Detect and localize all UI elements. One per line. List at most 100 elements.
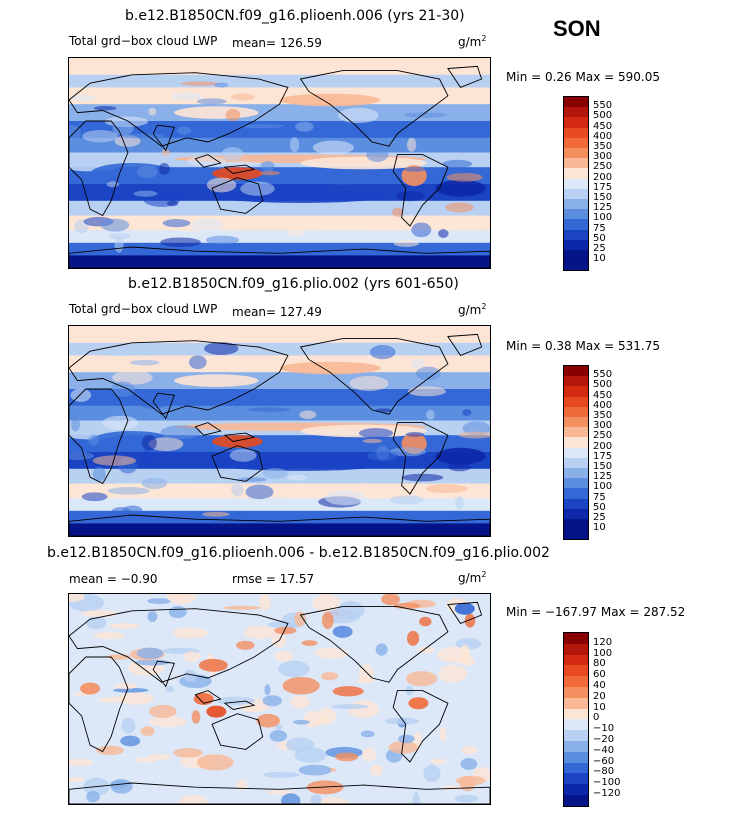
- colorbar-swatch: [564, 508, 588, 519]
- colorbar-swatch: [564, 468, 588, 479]
- map-band: [69, 104, 490, 122]
- colorbar-swatch: [564, 199, 588, 210]
- colorbar-tick-label: 25: [593, 243, 606, 254]
- colorbar-swatch: [564, 676, 588, 687]
- colorbar-tick-label: 20: [593, 690, 606, 702]
- colorbar-swatch: [564, 219, 588, 230]
- colorbar-swatch: [564, 437, 588, 448]
- colorbar-tick-label: 100: [593, 481, 613, 493]
- colorbar-swatch: [564, 137, 588, 148]
- panel-2-map: [68, 325, 491, 537]
- panel-3-rmse: rmse = 17.57: [232, 572, 315, 586]
- colorbar-swatch: [564, 158, 588, 169]
- colorbar-swatch: [564, 697, 588, 709]
- colorbar-swatch: [564, 457, 588, 468]
- colorbar-swatch: [564, 386, 588, 397]
- map-band: [69, 74, 490, 89]
- colorbar-tick-label: 50: [593, 232, 606, 244]
- panel-1-units: g/m2: [458, 34, 487, 49]
- panel-3-minmax: Min = −167.97 Max = 287.52: [506, 605, 686, 619]
- colorbar-swatch: [564, 762, 588, 774]
- map-band: [69, 510, 490, 525]
- colorbar-swatch: [564, 117, 588, 128]
- map-band: [69, 58, 490, 76]
- colorbar-swatch: [564, 260, 588, 271]
- colorbar-swatch: [564, 633, 588, 644]
- colorbar-tick-label: 150: [593, 192, 613, 203]
- colorbar-swatch: [564, 687, 588, 698]
- colorbar-swatch: [564, 209, 588, 220]
- colorbar-tick-label: 175: [593, 181, 613, 193]
- colorbar-swatches: [563, 365, 589, 541]
- panel-2-variable: Total grd−box cloud LWP: [69, 302, 218, 316]
- colorbar-swatch: [564, 188, 588, 199]
- colorbar-swatch: [564, 795, 588, 806]
- panel-1-map: [68, 57, 491, 269]
- map-band: [69, 355, 490, 374]
- colorbar-tick-label: 400: [593, 130, 613, 142]
- panel-3-mean: mean = −0.90: [69, 572, 158, 586]
- season-label: SON: [553, 16, 601, 41]
- colorbar-swatch: [564, 643, 588, 655]
- colorbar-tick-label: 25: [593, 512, 606, 523]
- colorbar-tick-label: 300: [593, 151, 613, 163]
- colorbar-swatch: [564, 478, 588, 489]
- colorbar-tick-label: −120: [593, 788, 621, 799]
- map-band: [69, 87, 490, 106]
- colorbar-swatch: [564, 751, 588, 763]
- colorbar-swatch: [564, 665, 588, 677]
- colorbar-tick-label: 250: [593, 161, 613, 173]
- colorbar-tick-label: 175: [593, 450, 613, 462]
- colorbar-tick-label: −60: [593, 755, 615, 767]
- colorbar-tick-label: 10: [593, 253, 606, 265]
- map-band: [69, 523, 490, 536]
- panel-3-title: b.e12.B1850CN.f09_g16.plioenh.006 - b.e1…: [47, 545, 550, 561]
- panel-2-units: g/m2: [458, 302, 487, 317]
- colorbar-tick-label: 75: [593, 491, 606, 503]
- colorbar-swatch: [564, 427, 588, 438]
- colorbar-swatch: [564, 376, 588, 387]
- colorbar-tick-label: 40: [593, 680, 606, 691]
- map-band: [69, 242, 490, 257]
- colorbar-swatch: [564, 97, 588, 108]
- colorbar-tick-label: 200: [593, 440, 613, 452]
- colorbar-swatch: [564, 488, 588, 499]
- colorbar-tick-label: 10: [593, 701, 606, 713]
- colorbar-tick-label: 125: [593, 471, 613, 483]
- colorbar-swatch: [564, 148, 588, 159]
- colorbar-swatch: [564, 229, 588, 240]
- map-band: [69, 200, 490, 217]
- colorbar-tick-label: 500: [593, 110, 613, 122]
- colorbar-swatch: [564, 168, 588, 179]
- colorbar-tick-label: 250: [593, 430, 613, 442]
- colorbar-tick-label: 400: [593, 399, 613, 411]
- colorbar-swatch: [564, 498, 588, 509]
- colorbar-swatch: [564, 654, 588, 666]
- panel-2-mean: mean= 127.49: [232, 305, 322, 319]
- colorbar-swatch: [564, 250, 588, 261]
- colorbar-tick-label: 60: [593, 669, 606, 681]
- map-band: [69, 255, 490, 268]
- colorbar-tick-label: 300: [593, 420, 613, 432]
- colorbar-swatch: [564, 406, 588, 417]
- colorbar-tick-label: 350: [593, 141, 613, 152]
- colorbar-tick-label: 450: [593, 120, 613, 132]
- panel-1-mean: mean= 126.59: [232, 36, 322, 50]
- map-band: [69, 326, 490, 344]
- map-band: [69, 167, 490, 185]
- colorbar-tick-label: 350: [593, 410, 613, 421]
- colorbar-swatch: [564, 708, 588, 720]
- colorbar-swatch: [564, 107, 588, 118]
- colorbar-tick-label: −80: [593, 766, 615, 778]
- panel-1-minmax: Min = 0.26 Max = 590.05: [506, 70, 660, 84]
- colorbar-tick-label: 120: [593, 636, 613, 648]
- colorbar-swatch: [564, 784, 588, 795]
- colorbar-tick-label: 150: [593, 461, 613, 472]
- colorbar-tick-label: 200: [593, 171, 613, 183]
- colorbar-swatch: [564, 773, 588, 785]
- panel-3-units: g/m2: [458, 570, 487, 585]
- colorbar-tick-label: 50: [593, 501, 606, 513]
- map-band: [69, 121, 490, 139]
- colorbar-swatches: [563, 96, 589, 272]
- colorbar-swatch: [564, 396, 588, 407]
